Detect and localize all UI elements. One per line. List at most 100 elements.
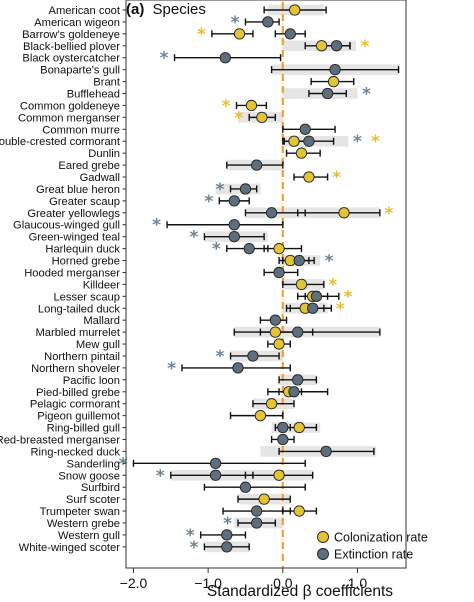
species-label: Lesser scaup <box>53 291 120 303</box>
extinction-point <box>320 445 332 458</box>
species-label: Double-crested cormorant <box>0 136 121 148</box>
species-label: Gadwall <box>80 172 120 184</box>
species-label: Pigeon guillemot <box>37 411 121 423</box>
extinction-point <box>209 457 222 469</box>
species-label: Mallard <box>83 315 120 327</box>
extinction-significance-star: * <box>152 216 161 236</box>
extinction-point <box>292 374 304 386</box>
x-axis-title: Standardized β coefficients <box>207 583 393 600</box>
colonization-significance-star: * <box>360 37 369 57</box>
colonization-significance-star: * <box>384 204 393 224</box>
species-label: Harlequin duck <box>45 244 120 256</box>
colonization-point <box>288 135 300 147</box>
legend-extinction-label: Extinction rate <box>334 548 413 562</box>
species-label: Barrow's goldeneye <box>22 29 120 41</box>
extinction-significance-star: * <box>190 228 199 248</box>
data-marks: ******** ******************* <box>119 4 400 558</box>
x-tick-label: 1.0 <box>348 575 368 591</box>
colonization-significance-star: * <box>328 275 337 295</box>
extinction-significance-star: * <box>156 466 165 486</box>
colonization-point <box>233 28 246 40</box>
panel-label: (a) <box>126 1 144 18</box>
panel-title: (a) Species <box>126 1 206 18</box>
extinction-significance-star: * <box>160 49 169 69</box>
extinction-point <box>228 195 240 207</box>
colonization-point <box>273 242 285 255</box>
species-label: Ring-necked duck <box>30 446 120 458</box>
extinction-point <box>273 266 285 279</box>
colonization-point <box>303 171 315 183</box>
extinction-significance-star: * <box>362 85 371 105</box>
species-label: Common goldeneye <box>20 100 120 112</box>
colonization-point <box>315 40 328 52</box>
colonization-point <box>293 421 305 434</box>
species-label: Trumpeter swan <box>40 506 120 518</box>
species-label: Killdeer <box>83 279 121 291</box>
species-label: Ring-billed gull <box>47 423 120 435</box>
colonization-point <box>289 4 301 16</box>
plot-frame <box>125 0 407 569</box>
extinction-point <box>277 421 289 434</box>
extinction-point <box>299 123 311 135</box>
extinction-point <box>228 231 240 243</box>
species-label: Northern shoveler <box>31 363 120 375</box>
species-label: Common murre <box>42 124 120 136</box>
panel-title-text: Species <box>153 1 206 18</box>
species-label: Black-bellied plover <box>23 41 120 53</box>
species-label: American coot <box>48 5 120 17</box>
extinction-significance-star: * <box>186 526 195 546</box>
extinction-point <box>247 350 259 362</box>
species-label: Sanderling <box>67 458 121 470</box>
extinction-significance-star: * <box>325 252 334 272</box>
species-label: Horned grebe <box>52 256 120 268</box>
colonization-point <box>258 493 270 505</box>
colonization-point <box>273 338 285 350</box>
species-label: Marbled murrelet <box>35 327 120 339</box>
extinction-point <box>243 242 255 255</box>
extinction-significance-star: * <box>216 347 225 367</box>
extinction-point <box>251 159 263 171</box>
extinction-point <box>307 302 319 314</box>
colonization-point <box>273 469 285 481</box>
extinction-point <box>293 254 305 267</box>
species-label: Snow goose <box>58 470 120 482</box>
extinction-point <box>303 135 315 147</box>
extinction-point <box>262 16 274 28</box>
colonization-point <box>265 398 278 410</box>
extinction-significance-star: * <box>212 240 221 260</box>
species-label: American wigeon <box>34 17 120 29</box>
extinction-point <box>228 219 240 231</box>
colonization-point <box>269 326 281 338</box>
colonization-significance-star: * <box>234 108 243 128</box>
species-label: Surfbird <box>81 482 120 494</box>
extinction-point <box>209 469 222 481</box>
extinction-significance-star: * <box>167 359 176 379</box>
species-label: Red-breasted merganser <box>0 434 120 446</box>
extinction-point <box>239 183 252 195</box>
colonization-point <box>245 99 258 112</box>
x-tick-label: −2.0 <box>120 575 148 591</box>
colonization-point <box>327 75 340 88</box>
extinction-significance-star: * <box>216 180 225 200</box>
extinction-significance-star: * <box>204 192 213 212</box>
species-label: Pied-billed grebe <box>36 387 120 399</box>
colonization-point <box>256 111 268 124</box>
extinction-significance-star: * <box>190 538 199 558</box>
colonization-point <box>295 147 308 159</box>
extinction-point <box>221 529 233 541</box>
extinction-point <box>232 362 244 374</box>
species-label: Western gull <box>58 530 120 542</box>
colonization-point <box>295 278 308 291</box>
colonization-significance-star: * <box>336 299 345 319</box>
species-label: Mew gull <box>76 339 120 351</box>
species-label: Greater yellowlegs <box>27 208 120 220</box>
species-label: Brant <box>93 77 121 89</box>
extinction-point <box>329 64 341 76</box>
species-label: Pelagic cormorant <box>30 399 121 411</box>
extinction-significance-star: * <box>223 514 232 534</box>
x-tick-label: −1.0 <box>194 575 222 591</box>
colonization-point <box>293 505 305 517</box>
species-label: Common merganser <box>18 112 120 124</box>
extinction-significance-star: * <box>119 454 128 474</box>
